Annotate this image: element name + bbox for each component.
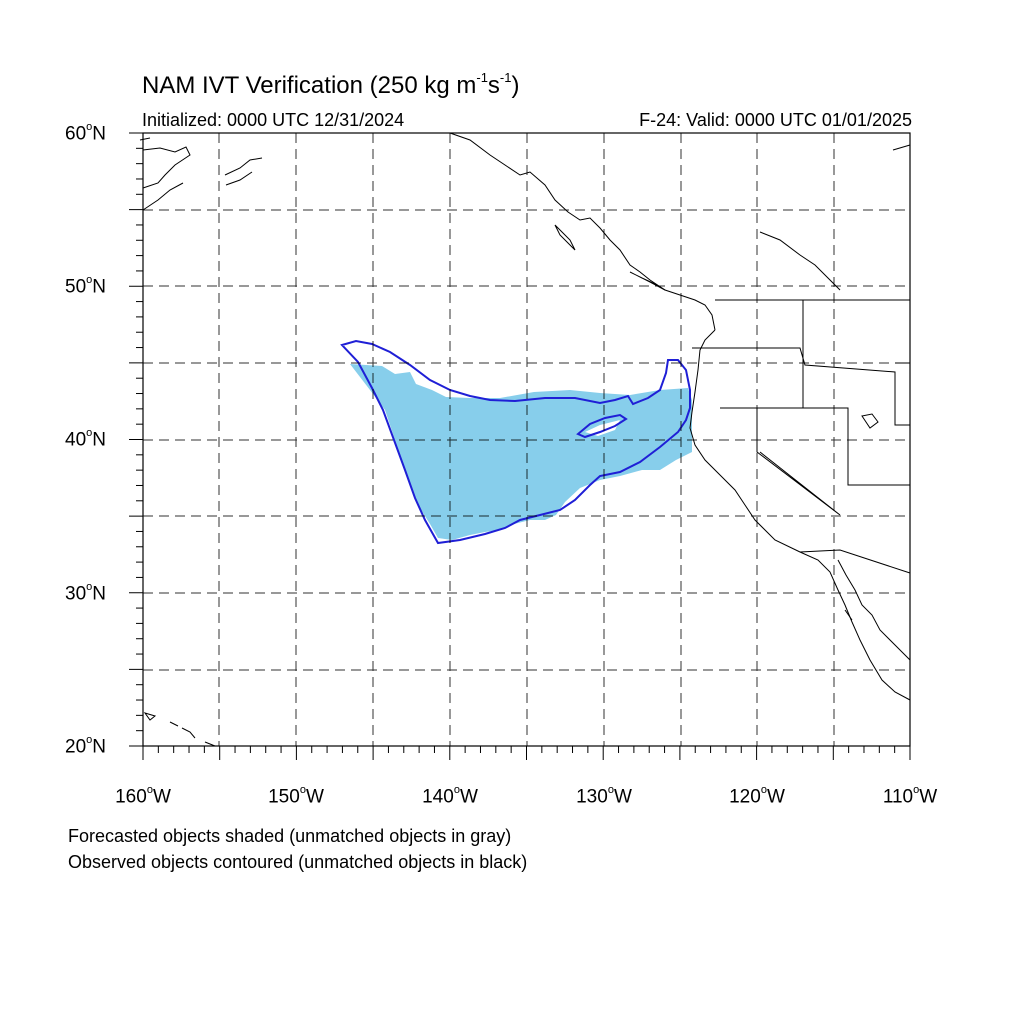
lon-label-120w: 120oW: [729, 784, 785, 808]
coastline-canada-east: [759, 144, 911, 291]
note-observed: Observed objects contoured (unmatched ob…: [68, 852, 528, 872]
observed-object-contour: [340, 339, 691, 545]
lon-label-150w: 150oW: [268, 784, 324, 808]
lon-label-130w: 130oW: [576, 784, 632, 808]
lat-label-20: 20oN: [65, 734, 106, 758]
coastline-baja: [837, 559, 911, 661]
forecast-object-gap: [585, 420, 620, 436]
coastline-hawaii: [143, 712, 216, 747]
lon-label-160w: 160oW: [115, 784, 171, 808]
lon-label-110w: 110oW: [882, 784, 938, 808]
coastline-islands: [554, 224, 666, 291]
observed-object-hole: [576, 413, 628, 439]
axis-ticks: [129, 132, 911, 760]
forecast-object-shade: [350, 364, 692, 540]
coastline-west-us: [689, 329, 911, 701]
border-states: [692, 300, 911, 574]
coastline-alaska: [139, 137, 263, 211]
note-forecast: Forecasted objects shaded (unmatched obj…: [68, 826, 512, 846]
valid-time: F-24: Valid: 0000 UTC 01/01/2025: [639, 110, 912, 130]
chart-title: NAM IVT Verification (250 kg m-1s-1): [142, 70, 520, 99]
lat-label-50: 50oN: [65, 274, 106, 298]
coastline-northwest: [449, 132, 716, 331]
coastline-great-salt-lake: [861, 413, 879, 429]
lat-label-40: 40oN: [65, 427, 106, 451]
lat-lon-grid: [143, 133, 910, 746]
lat-label-30: 30oN: [65, 581, 106, 605]
coastlines: [139, 132, 911, 747]
lat-label-60: 60oN: [65, 121, 106, 145]
observed-object: [340, 339, 691, 545]
lon-label-140w: 140oW: [422, 784, 478, 808]
forecast-object: [350, 364, 692, 540]
initialized-time: Initialized: 0000 UTC 12/31/2024: [142, 110, 405, 130]
